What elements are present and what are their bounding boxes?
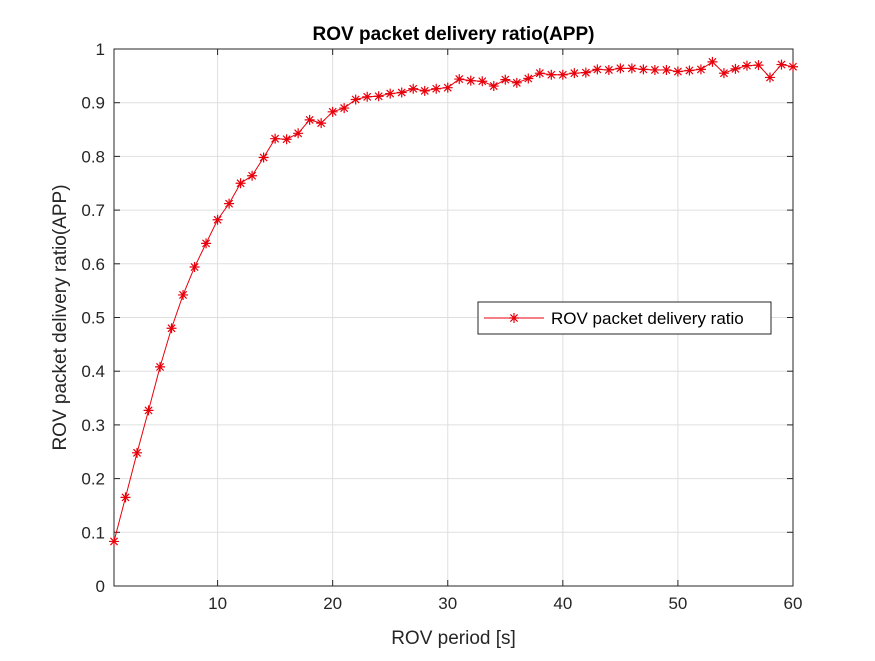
y-tick-label: 0.5 bbox=[81, 309, 105, 328]
y-tick-label: 0.2 bbox=[81, 470, 105, 489]
y-tick-label: 0.9 bbox=[81, 94, 105, 113]
y-tick-label: 0.3 bbox=[81, 416, 105, 435]
data-point-marker bbox=[350, 94, 361, 105]
data-point-marker bbox=[546, 69, 557, 80]
y-axis-label: ROV packet delivery ratio(APP) bbox=[50, 184, 71, 450]
data-point-marker bbox=[155, 361, 166, 372]
x-tick-label: 60 bbox=[784, 594, 803, 613]
x-tick-label: 50 bbox=[668, 594, 687, 613]
data-point-marker bbox=[143, 405, 154, 416]
data-point-marker bbox=[189, 262, 200, 273]
data-point-marker bbox=[638, 64, 649, 75]
data-point-marker bbox=[442, 82, 453, 93]
legend: ROV packet delivery ratio bbox=[477, 301, 772, 335]
legend-asterisk-icon bbox=[509, 313, 519, 323]
data-point-marker bbox=[511, 77, 522, 88]
data-point-marker bbox=[695, 64, 706, 75]
x-axis-label: ROV period [s] bbox=[391, 628, 516, 649]
data-point-marker bbox=[592, 64, 603, 75]
data-point-marker bbox=[500, 74, 511, 85]
data-point-marker bbox=[753, 60, 764, 71]
data-point-marker bbox=[788, 61, 798, 72]
data-point-marker bbox=[293, 128, 304, 139]
data-point-marker bbox=[477, 76, 488, 87]
data-point-marker bbox=[304, 114, 315, 125]
data-point-marker bbox=[569, 68, 580, 79]
legend-label: ROV packet delivery ratio bbox=[551, 309, 744, 328]
y-tick-label: 0.4 bbox=[81, 362, 105, 381]
axes-box bbox=[113, 48, 794, 587]
grid-lines bbox=[114, 49, 793, 586]
x-axis-ticks: 10 20 30 40 50 60 bbox=[208, 49, 802, 613]
data-point-marker bbox=[339, 103, 350, 114]
chart-title: ROV packet delivery ratio(APP) bbox=[313, 24, 595, 45]
data-point-marker bbox=[166, 323, 177, 334]
data-point-marker bbox=[327, 106, 338, 117]
data-point-marker bbox=[396, 87, 407, 98]
data-point-marker bbox=[626, 63, 637, 74]
data-point-marker bbox=[373, 91, 384, 102]
data-point-marker bbox=[776, 59, 787, 70]
data-point-marker bbox=[764, 72, 775, 83]
data-point-marker bbox=[615, 63, 626, 74]
x-tick-label: 20 bbox=[323, 594, 342, 613]
data-point-marker bbox=[488, 81, 499, 92]
data-point-marker bbox=[258, 152, 269, 163]
data-point-marker bbox=[362, 91, 373, 102]
legend-marker bbox=[509, 313, 519, 323]
data-point-marker bbox=[580, 67, 591, 78]
x-tick-label: 10 bbox=[208, 594, 227, 613]
y-axis-ticks: 0 0.1 0.2 0.3 0.4 0.5 0.6 0.7 0.8 0.9 1 bbox=[81, 40, 793, 596]
data-point-marker bbox=[523, 73, 534, 84]
data-point-marker bbox=[454, 74, 465, 85]
data-point-marker bbox=[419, 85, 430, 96]
data-point-marker bbox=[224, 198, 235, 209]
data-point-marker bbox=[385, 88, 396, 99]
data-point-marker bbox=[465, 75, 476, 86]
data-point-marker bbox=[730, 63, 741, 74]
data-point-marker bbox=[707, 56, 718, 67]
data-point-marker bbox=[212, 214, 223, 225]
data-point-marker bbox=[557, 69, 568, 80]
y-tick-label: 0.7 bbox=[81, 201, 105, 220]
data-point-marker bbox=[684, 65, 695, 76]
data-point-marker bbox=[235, 178, 246, 189]
data-point-marker bbox=[661, 64, 672, 75]
data-point-marker bbox=[120, 492, 131, 503]
data-point-marker bbox=[316, 118, 327, 129]
data-point-marker bbox=[672, 66, 683, 77]
x-tick-label: 30 bbox=[438, 594, 457, 613]
y-tick-label: 0.6 bbox=[81, 255, 105, 274]
y-tick-label: 1 bbox=[96, 40, 105, 59]
data-point-marker bbox=[741, 60, 752, 71]
data-point-marker bbox=[201, 238, 212, 249]
data-point-marker bbox=[718, 68, 729, 79]
x-tick-label: 40 bbox=[553, 594, 572, 613]
data-point-marker bbox=[247, 170, 258, 181]
y-tick-label: 0 bbox=[96, 577, 105, 596]
series-layer bbox=[109, 56, 798, 547]
data-point-marker bbox=[431, 83, 442, 94]
data-point-marker bbox=[132, 447, 143, 458]
data-point-marker bbox=[408, 83, 419, 94]
y-tick-label: 0.1 bbox=[81, 523, 105, 542]
data-point-marker bbox=[534, 68, 545, 79]
data-point-marker bbox=[109, 536, 119, 547]
data-point-marker bbox=[281, 134, 292, 145]
data-point-marker bbox=[270, 133, 281, 144]
data-point-marker bbox=[649, 64, 660, 75]
y-tick-label: 0.8 bbox=[81, 147, 105, 166]
data-point-marker bbox=[603, 64, 614, 75]
data-point-marker bbox=[178, 289, 189, 300]
